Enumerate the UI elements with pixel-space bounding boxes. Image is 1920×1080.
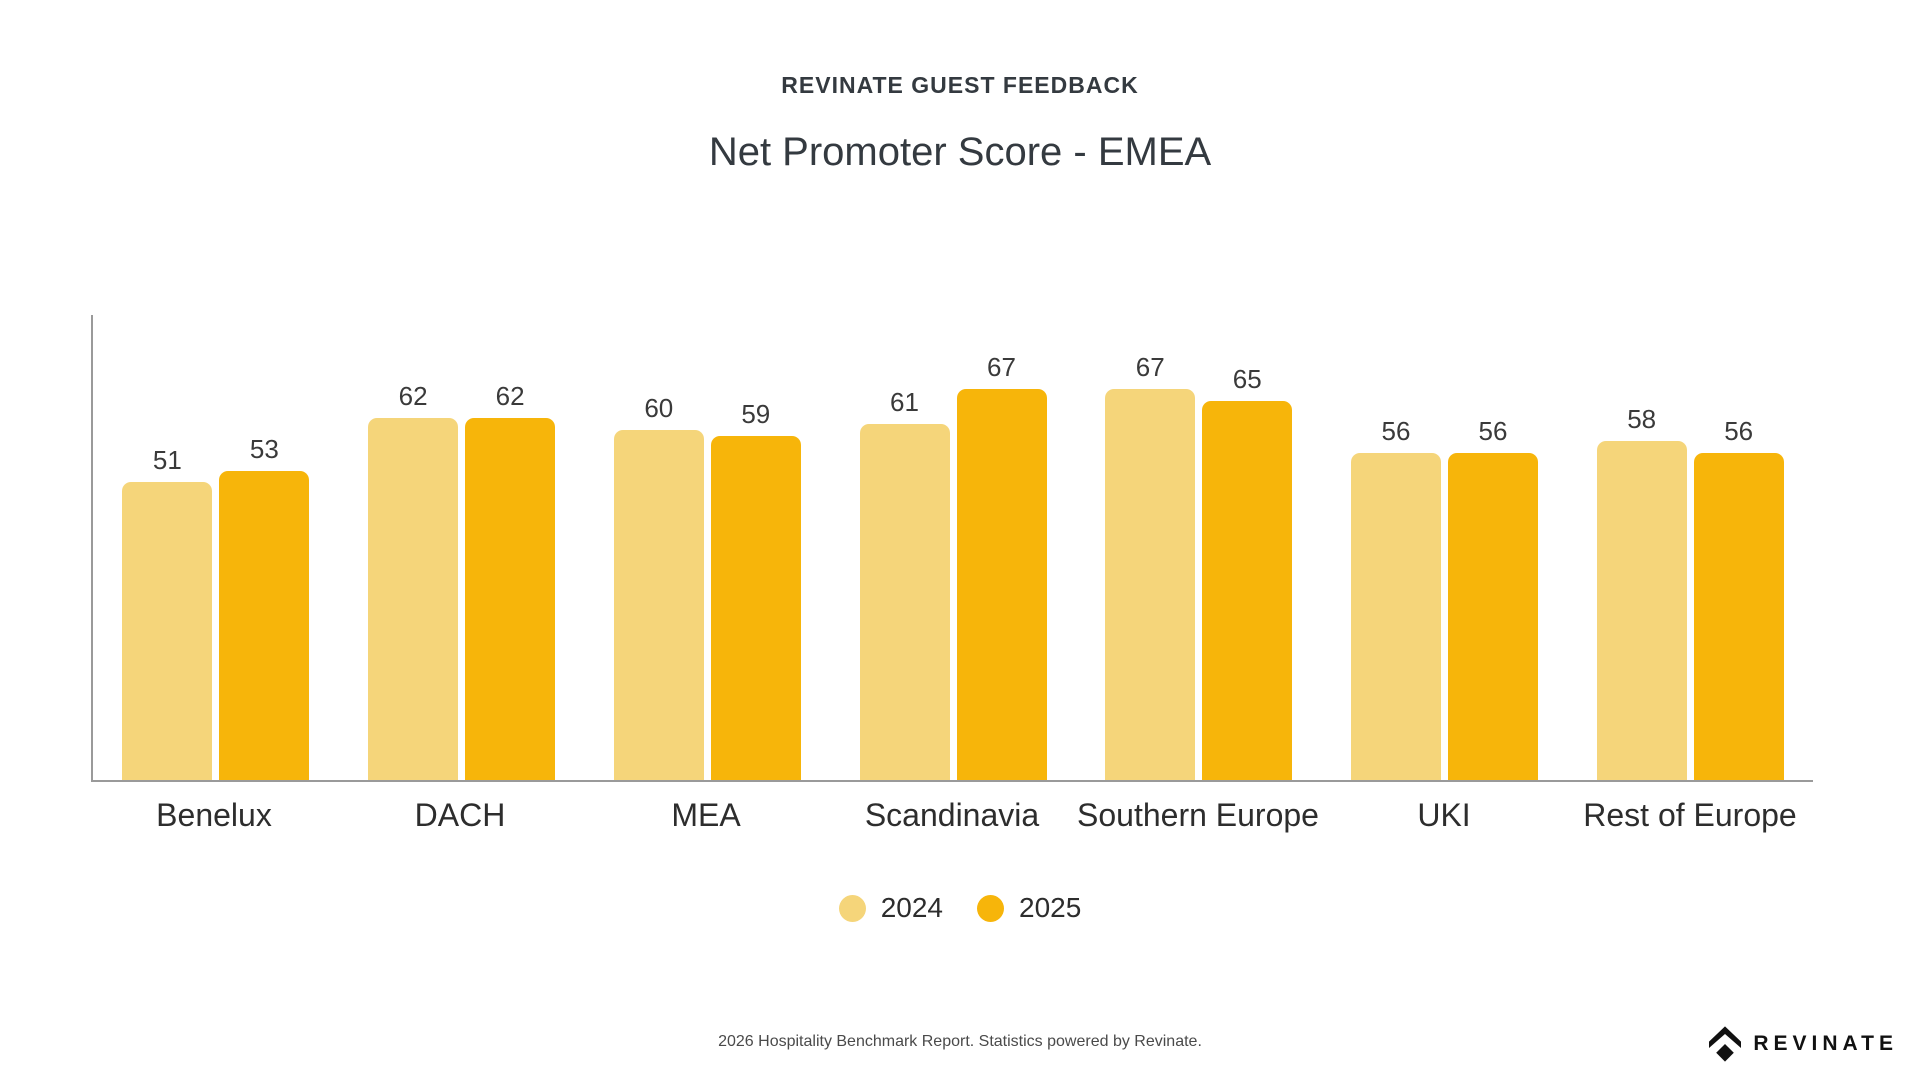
bar-2025-mea xyxy=(710,436,801,780)
bar-value-label: 53 xyxy=(249,434,279,464)
bar-value-label: 58 xyxy=(1627,404,1657,434)
revinate-logo-mark-icon xyxy=(1709,1026,1742,1062)
legend-label: 2025 xyxy=(1019,892,1082,923)
legend-dot-icon xyxy=(838,894,866,922)
bar-value-label: 56 xyxy=(1381,416,1411,446)
bar-value-label: 67 xyxy=(987,352,1016,382)
bar-2025-rest-of-europe xyxy=(1693,453,1784,780)
legend-item-2025: 2025 xyxy=(977,892,1081,924)
bar-column: 53 xyxy=(219,434,310,780)
bar-group: 60 59 xyxy=(584,315,830,780)
bar-column: 58 xyxy=(1596,404,1687,780)
bar-column: 60 xyxy=(613,393,704,780)
bar-groups: 51 53 62 62 60 59 61 67 67 65 56 56 58 56 xyxy=(93,315,1813,780)
bar-column: 56 xyxy=(1693,416,1784,780)
bar-column: 51 xyxy=(122,445,213,780)
footer-attribution: 2026 Hospitality Benchmark Report. Stati… xyxy=(718,1033,1202,1050)
bar-2024-rest-of-europe xyxy=(1596,441,1687,780)
bar-2025-southern-europe xyxy=(1202,401,1293,780)
bar-value-label: 61 xyxy=(890,387,919,417)
bar-column: 61 xyxy=(859,387,950,780)
bar-value-label: 62 xyxy=(495,381,525,411)
bar-value-label: 65 xyxy=(1232,364,1262,394)
bar-group: 61 67 xyxy=(830,315,1076,780)
bar-value-label: 62 xyxy=(398,381,428,411)
category-labels: Benelux DACH MEA Scandinavia Southern Europe… xyxy=(91,797,1813,834)
bar-column: 56 xyxy=(1447,416,1538,780)
bar-chart: 51 53 62 62 60 59 61 67 67 65 56 56 58 56 xyxy=(91,315,1813,782)
category-label: Scandinavia xyxy=(864,797,1040,833)
revinate-logo: REVINATE xyxy=(1709,1026,1898,1062)
bar-group: 56 56 xyxy=(1322,315,1568,780)
bar-value-label: 59 xyxy=(741,399,771,429)
legend-dot-icon xyxy=(977,894,1004,922)
category-label: MEA xyxy=(671,797,741,833)
bar-2025-dach xyxy=(465,418,556,780)
bar-2024-southern-europe xyxy=(1105,389,1196,780)
bar-value-label: 67 xyxy=(1135,352,1165,382)
bar-2024-uki xyxy=(1350,453,1441,780)
bar-group: 62 62 xyxy=(339,315,585,780)
category-label: Benelux xyxy=(156,797,272,833)
bar-value-label: 56 xyxy=(1478,416,1508,446)
revinate-wordmark: REVINATE xyxy=(1753,1032,1898,1055)
bar-group: 67 65 xyxy=(1076,315,1322,780)
bar-2025-benelux xyxy=(219,471,310,780)
bar-2025-scandinavia xyxy=(956,389,1047,780)
bar-2025-uki xyxy=(1447,453,1538,780)
bar-column: 56 xyxy=(1350,416,1441,780)
chart-legend: 2024 2025 xyxy=(0,892,1920,924)
bar-column: 67 xyxy=(956,352,1047,780)
bar-value-label: 60 xyxy=(644,393,674,423)
bar-column: 65 xyxy=(1202,364,1293,780)
bar-2024-benelux xyxy=(122,482,213,780)
bar-2024-mea xyxy=(613,430,704,780)
chart-title: Net Promoter Score - EMEA xyxy=(708,130,1212,174)
bar-value-label: 56 xyxy=(1724,416,1754,446)
bar-column: 62 xyxy=(368,381,459,780)
bar-column: 62 xyxy=(465,381,556,780)
category-label: UKI xyxy=(1417,797,1471,833)
bar-value-label: 51 xyxy=(152,445,182,475)
bar-group: 51 53 xyxy=(93,315,339,780)
category-label: Rest of Europe xyxy=(1583,797,1797,833)
bar-group: 58 56 xyxy=(1567,315,1813,780)
bar-2024-scandinavia xyxy=(859,424,950,780)
bar-column: 67 xyxy=(1105,352,1196,780)
category-label: DACH xyxy=(414,797,506,833)
bar-2024-dach xyxy=(368,418,459,780)
legend-label: 2024 xyxy=(880,892,943,923)
legend-item-2024: 2024 xyxy=(838,892,943,924)
bar-column: 59 xyxy=(710,399,801,780)
category-label: Southern Europe xyxy=(1077,797,1319,833)
report-eyebrow: REVINATE GUEST FEEDBACK xyxy=(781,72,1139,98)
